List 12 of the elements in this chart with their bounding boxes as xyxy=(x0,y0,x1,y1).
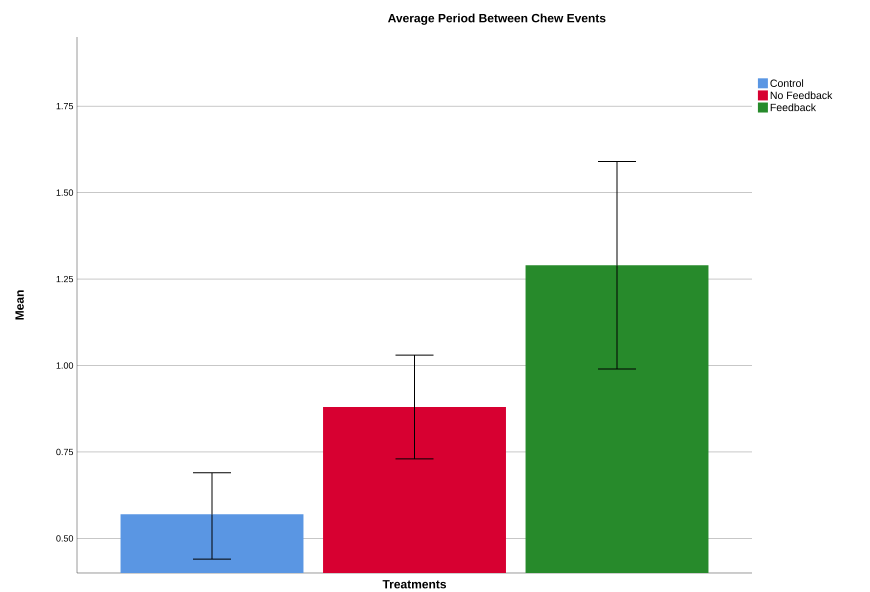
legend-label: Feedback xyxy=(770,103,816,112)
y-axis-title: Mean xyxy=(15,290,24,320)
y-tick-label: 0.50 xyxy=(56,535,74,542)
legend-label: No Feedback xyxy=(770,91,832,100)
y-tick-label: 0.75 xyxy=(56,448,74,456)
x-axis-title: Treatments xyxy=(382,580,446,588)
y-tick-label: 1.75 xyxy=(56,103,74,110)
chart-title: Average Period Between Chew Events xyxy=(388,14,606,25)
y-tick-label: 1.50 xyxy=(56,189,74,196)
legend-label: Control xyxy=(770,79,804,87)
y-tick-label: 1.25 xyxy=(56,276,74,282)
y-tick-label: 1.00 xyxy=(56,362,74,369)
